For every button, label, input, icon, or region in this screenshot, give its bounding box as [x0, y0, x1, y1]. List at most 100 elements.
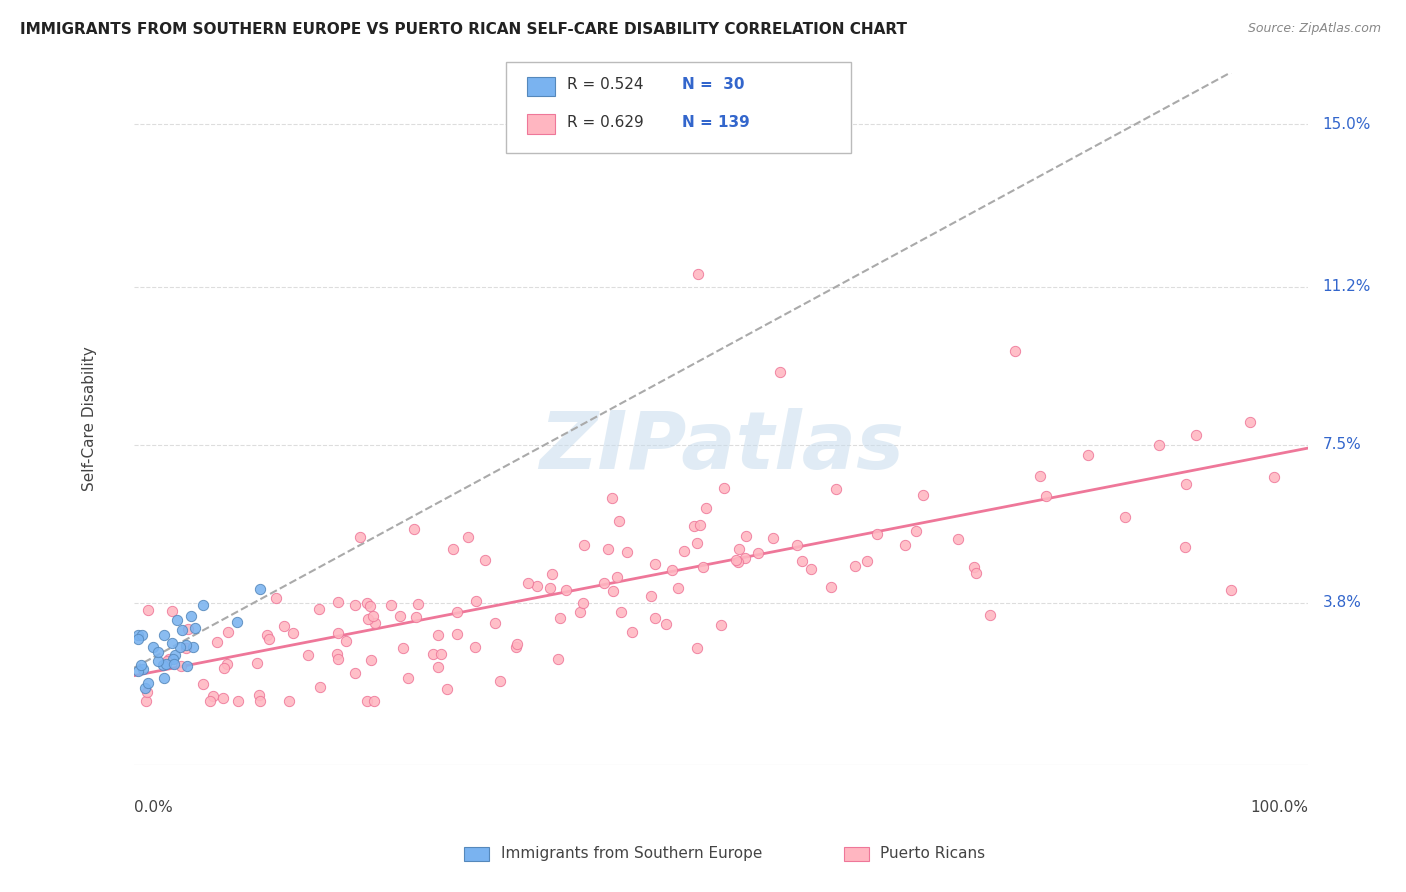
- Point: [152, 658, 174, 673]
- Point: [127, 628, 149, 642]
- Point: [132, 661, 155, 675]
- Point: [692, 560, 714, 574]
- Point: [904, 524, 927, 538]
- Point: [820, 580, 842, 594]
- Point: [326, 651, 349, 665]
- Point: [335, 633, 357, 648]
- Point: [1028, 469, 1050, 483]
- Point: [602, 583, 624, 598]
- Text: IMMIGRANTS FROM SOUTHERN EUROPE VS PUERTO RICAN SELF-CARE DISABILITY CORRELATION: IMMIGRANTS FROM SOUTHERN EUROPE VS PUERT…: [20, 22, 907, 37]
- Point: [547, 651, 569, 665]
- Point: [548, 611, 571, 625]
- Point: [606, 570, 628, 584]
- Point: [727, 555, 749, 569]
- Point: [277, 694, 299, 708]
- Point: [356, 694, 378, 708]
- Point: [762, 531, 785, 545]
- Point: [249, 694, 271, 708]
- Text: Immigrants from Southern Europe: Immigrants from Southern Europe: [501, 847, 762, 861]
- Point: [129, 658, 152, 673]
- Point: [734, 550, 756, 565]
- Point: [200, 694, 222, 708]
- Point: [422, 648, 444, 662]
- Point: [142, 640, 165, 655]
- Point: [441, 542, 464, 557]
- Point: [212, 661, 235, 675]
- Point: [180, 609, 202, 624]
- Point: [446, 605, 468, 619]
- Point: [464, 640, 486, 655]
- Point: [855, 554, 877, 568]
- Point: [800, 562, 823, 576]
- Text: Puerto Ricans: Puerto Ricans: [880, 847, 986, 861]
- Point: [406, 597, 429, 611]
- Point: [621, 625, 644, 640]
- Point: [308, 680, 330, 694]
- Point: [246, 657, 269, 671]
- Point: [427, 628, 450, 642]
- Point: [326, 626, 349, 640]
- Point: [191, 598, 214, 612]
- Point: [526, 579, 548, 593]
- Point: [1174, 540, 1197, 554]
- Point: [191, 677, 214, 691]
- Point: [174, 638, 197, 652]
- Point: [430, 648, 453, 662]
- Text: N = 139: N = 139: [682, 115, 749, 129]
- Point: [686, 267, 709, 281]
- Point: [226, 694, 249, 708]
- Point: [695, 500, 717, 515]
- Point: [357, 612, 380, 626]
- Point: [256, 628, 278, 642]
- Point: [894, 538, 917, 552]
- Point: [465, 594, 488, 608]
- Point: [391, 641, 413, 656]
- Point: [157, 652, 180, 666]
- Point: [181, 640, 204, 654]
- Point: [747, 546, 769, 560]
- Point: [474, 553, 496, 567]
- Point: [948, 533, 970, 547]
- Point: [297, 648, 319, 663]
- Point: [162, 652, 184, 666]
- Point: [160, 636, 183, 650]
- Point: [225, 615, 247, 629]
- Point: [1175, 477, 1198, 491]
- Point: [1147, 438, 1170, 452]
- Point: [735, 529, 758, 543]
- Point: [363, 608, 385, 623]
- Point: [569, 605, 592, 619]
- Point: [686, 640, 709, 655]
- Point: [596, 541, 619, 556]
- Point: [683, 518, 706, 533]
- Point: [727, 541, 749, 556]
- Point: [389, 609, 412, 624]
- Point: [1077, 449, 1099, 463]
- Point: [640, 589, 662, 603]
- Text: N =  30: N = 30: [682, 78, 744, 92]
- Point: [155, 657, 177, 672]
- Point: [517, 575, 540, 590]
- Point: [359, 599, 381, 613]
- Text: R = 0.524: R = 0.524: [567, 78, 643, 92]
- Point: [616, 544, 638, 558]
- Point: [380, 598, 402, 612]
- Point: [360, 653, 382, 667]
- Text: 15.0%: 15.0%: [1323, 117, 1371, 132]
- Text: 0.0%: 0.0%: [134, 800, 173, 814]
- Text: R = 0.629: R = 0.629: [567, 115, 644, 129]
- Point: [349, 530, 371, 544]
- Point: [488, 674, 510, 689]
- Point: [457, 530, 479, 544]
- Point: [356, 596, 378, 610]
- Point: [273, 619, 295, 633]
- Point: [600, 491, 623, 505]
- Point: [259, 632, 281, 646]
- Point: [654, 617, 676, 632]
- Point: [1263, 469, 1285, 483]
- Text: 11.2%: 11.2%: [1323, 279, 1371, 294]
- Point: [769, 365, 792, 379]
- Point: [540, 567, 562, 582]
- Point: [592, 575, 614, 590]
- Point: [1035, 489, 1057, 503]
